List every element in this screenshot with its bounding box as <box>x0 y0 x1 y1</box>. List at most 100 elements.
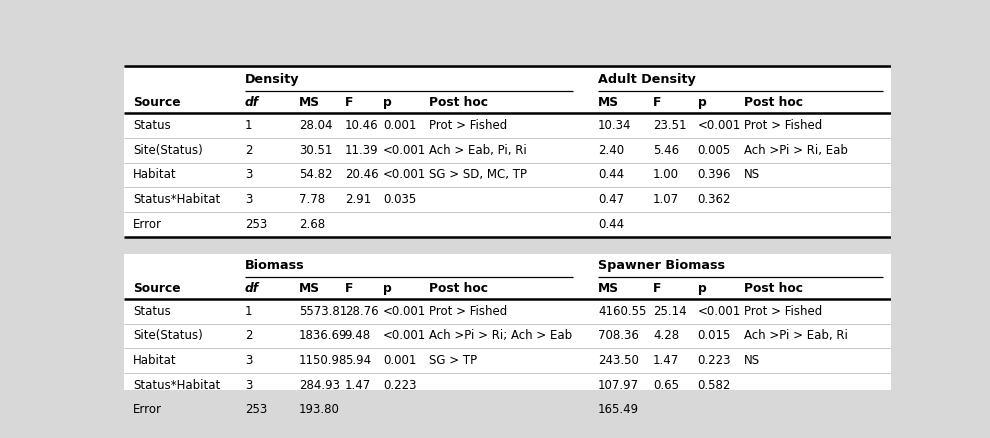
Text: <0.001: <0.001 <box>698 305 741 318</box>
Text: Error: Error <box>133 218 162 231</box>
Text: 3: 3 <box>245 169 252 181</box>
Bar <box>124 254 891 422</box>
Text: Post hoc: Post hoc <box>429 96 488 109</box>
Text: Site(Status): Site(Status) <box>133 144 203 157</box>
Text: 0.362: 0.362 <box>698 193 732 206</box>
Text: 23.51: 23.51 <box>653 119 687 132</box>
Text: 0.65: 0.65 <box>653 379 679 392</box>
Text: SG > SD, MC, TP: SG > SD, MC, TP <box>429 169 527 181</box>
Text: 708.36: 708.36 <box>598 329 639 343</box>
Text: Prot > Fished: Prot > Fished <box>429 305 507 318</box>
Text: F: F <box>653 96 661 109</box>
Text: <0.001: <0.001 <box>383 144 427 157</box>
Text: Ach >Pi > Ri, Eab: Ach >Pi > Ri, Eab <box>743 144 847 157</box>
Text: p: p <box>698 96 707 109</box>
Text: 5.94: 5.94 <box>345 354 371 367</box>
Text: NS: NS <box>743 169 759 181</box>
Text: <0.001: <0.001 <box>383 329 427 343</box>
Text: 0.44: 0.44 <box>598 218 624 231</box>
Text: p: p <box>698 282 707 295</box>
Text: <0.001: <0.001 <box>383 305 427 318</box>
Text: 2.68: 2.68 <box>299 218 325 231</box>
Text: 253: 253 <box>245 403 267 417</box>
Text: MS: MS <box>598 96 619 109</box>
Text: 28.04: 28.04 <box>299 119 333 132</box>
Text: Biomass: Biomass <box>245 258 305 272</box>
Text: 9.48: 9.48 <box>345 329 371 343</box>
Text: Site(Status): Site(Status) <box>133 329 203 343</box>
Text: F: F <box>345 282 353 295</box>
Text: 28.76: 28.76 <box>345 305 378 318</box>
Text: 0.035: 0.035 <box>383 193 417 206</box>
Text: MS: MS <box>598 282 619 295</box>
Text: Status*Habitat: Status*Habitat <box>133 193 220 206</box>
Text: p: p <box>383 96 392 109</box>
Text: Post hoc: Post hoc <box>429 282 488 295</box>
Text: MS: MS <box>299 96 320 109</box>
Text: 3: 3 <box>245 354 252 367</box>
Text: df: df <box>245 96 259 109</box>
Text: 7.78: 7.78 <box>299 193 325 206</box>
Text: Prot > Fished: Prot > Fished <box>743 305 822 318</box>
Text: Adult Density: Adult Density <box>598 73 696 86</box>
Text: 25.14: 25.14 <box>653 305 687 318</box>
Text: 193.80: 193.80 <box>299 403 340 417</box>
Text: 284.93: 284.93 <box>299 379 340 392</box>
Text: p: p <box>383 282 392 295</box>
Text: 0.223: 0.223 <box>698 354 732 367</box>
Text: df: df <box>245 282 259 295</box>
Text: Ach >Pi > Ri; Ach > Eab: Ach >Pi > Ri; Ach > Eab <box>429 329 572 343</box>
Text: 0.582: 0.582 <box>698 379 731 392</box>
Text: 2.40: 2.40 <box>598 144 624 157</box>
Text: 0.001: 0.001 <box>383 354 417 367</box>
Text: 30.51: 30.51 <box>299 144 332 157</box>
Text: Spawner Biomass: Spawner Biomass <box>598 258 725 272</box>
Text: Source: Source <box>133 282 180 295</box>
Text: Source: Source <box>133 96 180 109</box>
Text: 10.34: 10.34 <box>598 119 632 132</box>
Text: Prot > Fished: Prot > Fished <box>429 119 507 132</box>
Text: <0.001: <0.001 <box>698 119 741 132</box>
Text: 1150.98: 1150.98 <box>299 354 347 367</box>
Text: Density: Density <box>245 73 300 86</box>
Text: 2: 2 <box>245 144 252 157</box>
Text: 1836.69: 1836.69 <box>299 329 347 343</box>
Text: 1.00: 1.00 <box>653 169 679 181</box>
Text: 0.005: 0.005 <box>698 144 731 157</box>
Text: 107.97: 107.97 <box>598 379 639 392</box>
Text: Ach > Eab, Pi, Ri: Ach > Eab, Pi, Ri <box>429 144 527 157</box>
Text: Ach >Pi > Eab, Ri: Ach >Pi > Eab, Ri <box>743 329 847 343</box>
Text: 0.47: 0.47 <box>598 193 624 206</box>
Text: 2.91: 2.91 <box>345 193 371 206</box>
Text: NS: NS <box>743 354 759 367</box>
Text: 1.07: 1.07 <box>653 193 679 206</box>
Text: Status: Status <box>133 305 170 318</box>
Text: 0.396: 0.396 <box>698 169 732 181</box>
Text: 3: 3 <box>245 193 252 206</box>
Text: F: F <box>653 282 661 295</box>
Text: 1: 1 <box>245 305 252 318</box>
Text: 1.47: 1.47 <box>345 379 371 392</box>
Text: Post hoc: Post hoc <box>743 282 803 295</box>
Text: Habitat: Habitat <box>133 354 176 367</box>
Text: 0.001: 0.001 <box>383 119 417 132</box>
Text: 10.46: 10.46 <box>345 119 378 132</box>
Text: 2: 2 <box>245 329 252 343</box>
Text: 1.47: 1.47 <box>653 354 679 367</box>
Text: 243.50: 243.50 <box>598 354 639 367</box>
Text: Habitat: Habitat <box>133 169 176 181</box>
Bar <box>124 68 891 237</box>
Text: 4.28: 4.28 <box>653 329 679 343</box>
Text: 5.46: 5.46 <box>653 144 679 157</box>
Text: 0.223: 0.223 <box>383 379 417 392</box>
Text: 20.46: 20.46 <box>345 169 378 181</box>
Text: 3: 3 <box>245 379 252 392</box>
Text: SG > TP: SG > TP <box>429 354 477 367</box>
Text: MS: MS <box>299 282 320 295</box>
Text: <0.001: <0.001 <box>383 169 427 181</box>
Text: 0.015: 0.015 <box>698 329 731 343</box>
Text: 54.82: 54.82 <box>299 169 333 181</box>
Text: Post hoc: Post hoc <box>743 96 803 109</box>
Text: 4160.55: 4160.55 <box>598 305 646 318</box>
Text: 253: 253 <box>245 218 267 231</box>
